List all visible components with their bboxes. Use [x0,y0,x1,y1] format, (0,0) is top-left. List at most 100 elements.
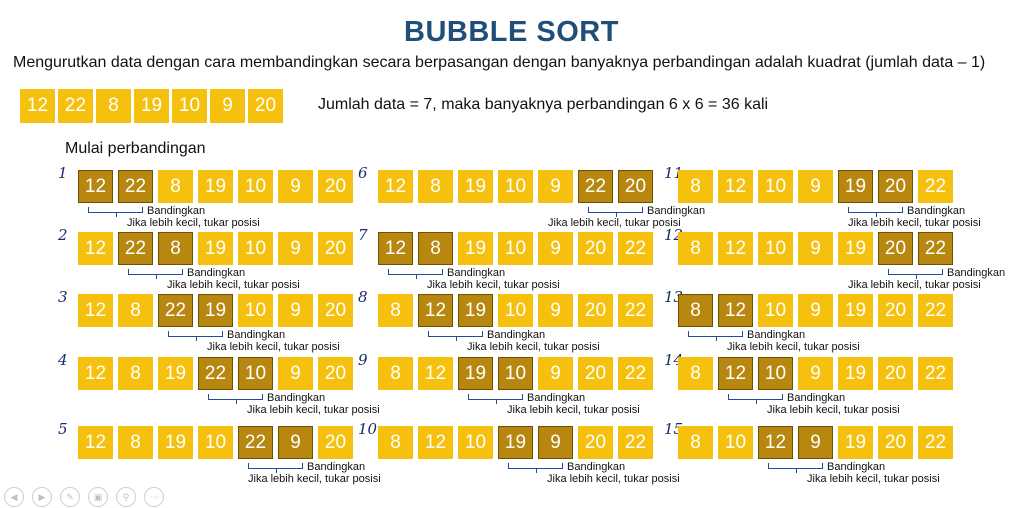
compare-label: Bandingkan [227,329,286,341]
compared-cell: 22 [118,170,153,203]
initial-cell: 20 [248,89,283,123]
array-cell: 10 [238,294,273,327]
slides-icon[interactable]: ▣ [88,487,108,507]
swap-label: Jika lebih kecil, tukar posisi [848,279,981,291]
next-icon[interactable]: ▶ [32,487,52,507]
pen-icon[interactable]: ✎ [60,487,80,507]
swap-label: Jika lebih kecil, tukar posisi [467,341,600,353]
swap-label: Jika lebih kecil, tukar posisi [207,341,340,353]
compare-label: Bandingkan [187,267,246,279]
array-cell: 20 [578,426,613,459]
compared-cell: 22 [238,426,273,459]
array-row: 12 8 22 19 10 9 20 [78,294,353,327]
step-number: 10 [358,420,378,438]
array-cell: 19 [838,294,873,327]
array-row: 12 8 19 10 9 22 20 [378,170,653,203]
start-label: Mulai perbandingan [65,140,206,157]
compared-cell: 22 [918,232,953,265]
array-row: 8 12 10 9 19 20 22 [678,294,953,327]
compared-cell: 22 [578,170,613,203]
compare-label: Bandingkan [647,205,706,217]
compared-cell: 22 [118,232,153,265]
array-cell: 22 [618,357,653,390]
array-cell: 9 [278,232,313,265]
array-row: 12 8 19 10 22 9 20 [78,426,353,459]
swap-label: Jika lebih kecil, tukar posisi [548,217,681,229]
prev-icon[interactable]: ◀ [4,487,24,507]
array-cell: 20 [578,232,613,265]
compared-cell: 19 [838,170,873,203]
array-cell: 9 [538,294,573,327]
compared-cell: 12 [78,170,113,203]
compare-label: Bandingkan [147,205,206,217]
compared-cell: 20 [878,232,913,265]
array-cell: 10 [498,232,533,265]
swap-label: Jika lebih kecil, tukar posisi [248,473,381,485]
array-cell: 22 [918,357,953,390]
array-cell: 20 [578,357,613,390]
array-cell: 10 [198,426,233,459]
swap-label: Jika lebih kecil, tukar posisi [167,279,300,291]
array-cell: 12 [718,232,753,265]
array-cell: 12 [378,170,413,203]
array-cell: 9 [538,170,573,203]
array-cell: 19 [198,170,233,203]
compare-label: Bandingkan [527,392,586,404]
array-row: 8 12 19 10 9 20 22 [378,294,653,327]
swap-label: Jika lebih kecil, tukar posisi [127,217,260,229]
array-cell: 10 [758,170,793,203]
array-cell: 19 [458,232,493,265]
array-cell: 20 [878,294,913,327]
initial-cell: 8 [96,89,131,123]
compare-label: Bandingkan [947,267,1006,279]
subtitle: Mengurutkan data dengan cara membandingk… [13,54,986,71]
step-number: 3 [58,288,68,306]
step-number: 7 [358,226,368,244]
array-row: 8 12 19 10 9 20 22 [378,357,653,390]
compare-bracket [208,394,263,404]
array-cell: 8 [158,170,193,203]
swap-label: Jika lebih kecil, tukar posisi [848,217,981,229]
compared-cell: 12 [758,426,793,459]
swap-label: Jika lebih kecil, tukar posisi [727,341,860,353]
step-number: 6 [358,164,368,182]
compared-cell: 10 [238,357,273,390]
array-cell: 10 [758,232,793,265]
array-cell: 22 [618,232,653,265]
array-cell: 12 [78,232,113,265]
compare-bracket [88,207,143,217]
array-cell: 20 [318,170,353,203]
array-cell: 19 [198,232,233,265]
compared-cell: 19 [458,357,493,390]
swap-label: Jika lebih kecil, tukar posisi [507,404,640,416]
array-cell: 8 [378,426,413,459]
slide-nav: ◀ ▶ ✎ ▣ ⚲ ⋯ [4,487,164,507]
array-cell: 12 [718,170,753,203]
step-number: 1 [58,164,68,182]
array-row: 12 8 19 22 10 9 20 [78,357,353,390]
array-cell: 9 [278,170,313,203]
compared-cell: 20 [878,170,913,203]
array-row: 8 12 10 9 19 20 22 [678,232,953,265]
array-row: 12 22 8 19 10 9 20 [78,170,353,203]
array-cell: 10 [498,294,533,327]
array-row: 12 8 19 10 9 20 22 [378,232,653,265]
initial-cell: 19 [134,89,169,123]
compare-bracket [848,207,903,217]
array-cell: 20 [318,426,353,459]
array-row: 8 12 10 9 19 20 22 [678,170,953,203]
compared-cell: 9 [798,426,833,459]
array-cell: 9 [798,232,833,265]
array-cell: 8 [678,426,713,459]
compared-cell: 8 [678,294,713,327]
more-icon[interactable]: ⋯ [144,487,164,507]
compare-bracket [688,331,743,341]
step-number: 5 [58,420,68,438]
array-cell: 8 [118,426,153,459]
compare-bracket [128,269,183,279]
swap-label: Jika lebih kecil, tukar posisi [547,473,680,485]
array-cell: 20 [318,232,353,265]
array-cell: 9 [798,170,833,203]
compared-cell: 12 [718,294,753,327]
zoom-icon[interactable]: ⚲ [116,487,136,507]
